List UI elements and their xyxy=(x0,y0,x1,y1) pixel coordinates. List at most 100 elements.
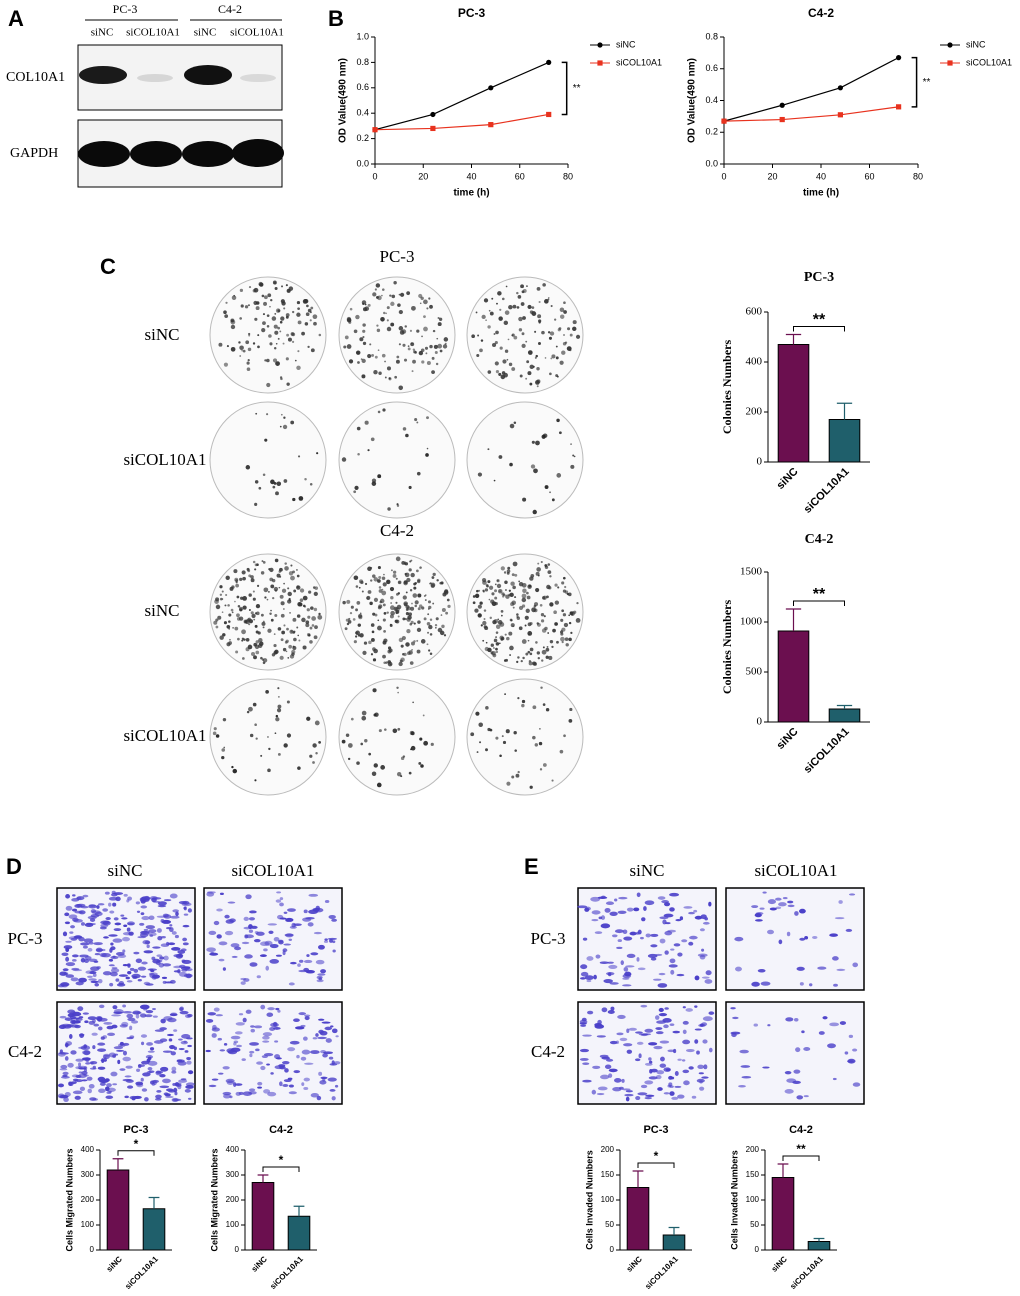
colony-dot xyxy=(377,619,380,622)
colony-dot xyxy=(254,723,257,727)
colony-dot xyxy=(280,316,285,321)
data-point xyxy=(546,111,552,118)
colony-dot xyxy=(345,733,350,738)
stained-cell xyxy=(155,1070,163,1074)
stained-cell xyxy=(64,912,70,917)
colony-dot xyxy=(246,710,250,714)
stained-cell xyxy=(184,1050,189,1053)
culture-dish xyxy=(209,401,327,519)
colony-dot xyxy=(372,658,377,662)
colony-dot xyxy=(477,604,482,609)
colony-dot xyxy=(219,593,223,596)
colony-dot xyxy=(234,626,239,631)
x-tick-label: 0 xyxy=(721,171,726,181)
colony-dot xyxy=(254,317,258,321)
data-point xyxy=(779,102,785,108)
stained-cell xyxy=(224,914,230,919)
stained-cell xyxy=(734,936,744,942)
stained-cell xyxy=(290,961,297,965)
stained-cell xyxy=(149,968,154,971)
colony-dot xyxy=(435,362,439,366)
colony-dot xyxy=(271,316,277,321)
colony-dot xyxy=(258,637,263,643)
culture-dish xyxy=(466,553,584,671)
colony-dot xyxy=(296,312,301,317)
colony-dot xyxy=(488,585,494,590)
stained-cell xyxy=(817,966,827,970)
colony-dot xyxy=(357,623,361,627)
colony-dot xyxy=(394,375,398,379)
stained-cell xyxy=(119,1068,126,1071)
colony-dot xyxy=(295,568,298,571)
stained-cell xyxy=(256,1061,263,1065)
colony-dot xyxy=(280,613,285,618)
colony-dot xyxy=(222,633,226,637)
colony-dot xyxy=(477,334,480,337)
stained-cell xyxy=(242,1017,247,1023)
stained-cell xyxy=(97,1048,107,1052)
stained-cell xyxy=(607,972,612,977)
colony-dot xyxy=(503,571,507,574)
stained-cell xyxy=(663,913,674,918)
colony-dot xyxy=(230,324,236,330)
colony-dot xyxy=(541,434,546,439)
stained-cell xyxy=(663,1067,671,1072)
colony-dot xyxy=(496,579,500,583)
colony-dot xyxy=(527,639,530,642)
colony-dot xyxy=(480,624,483,627)
legend-label: siCOL10A1 xyxy=(966,57,1012,67)
blot-group: C4-2 xyxy=(218,2,242,16)
stained-cell xyxy=(688,911,695,915)
colony-dot xyxy=(521,593,527,599)
colony-dot xyxy=(274,589,278,592)
colony-dot xyxy=(499,590,501,593)
colony-dot xyxy=(403,652,407,657)
stained-cell xyxy=(88,978,97,981)
stained-cell xyxy=(671,1096,679,1100)
stained-cell xyxy=(304,1016,310,1021)
stained-cell xyxy=(65,956,70,962)
colony-dot xyxy=(561,641,564,644)
stained-cell xyxy=(90,980,99,984)
stained-cell xyxy=(822,1016,828,1020)
colony-dot xyxy=(551,645,554,649)
stained-cell xyxy=(304,1062,314,1065)
stained-cell xyxy=(147,1060,158,1066)
stained-cell xyxy=(332,940,336,944)
colony-dot xyxy=(262,313,265,316)
colony-dot xyxy=(575,334,581,339)
colony-dot xyxy=(235,583,240,588)
colony-dot xyxy=(224,604,227,607)
colony-dot xyxy=(500,638,504,641)
stained-cell xyxy=(86,922,97,926)
colony-dot xyxy=(370,579,373,582)
stained-cell xyxy=(848,1034,854,1038)
stained-cell xyxy=(253,1025,263,1029)
colony-dot xyxy=(516,616,521,620)
colony-dot xyxy=(296,300,301,305)
colony-dot xyxy=(283,582,285,585)
stained-cell xyxy=(645,933,651,938)
colony-dot xyxy=(413,582,417,586)
colony-dot xyxy=(531,607,537,613)
colony-dot xyxy=(537,314,542,319)
colony-dot xyxy=(511,334,514,337)
stained-cell xyxy=(662,919,667,925)
stained-cell xyxy=(278,940,284,945)
y-tick-label: 300 xyxy=(81,1170,95,1179)
stained-cell xyxy=(63,1097,69,1103)
stained-cell xyxy=(673,943,681,947)
colony-dot xyxy=(501,614,503,617)
stained-cell xyxy=(225,1078,235,1084)
colony-dot xyxy=(426,307,429,310)
colony-dot xyxy=(286,627,289,631)
y-tick-label: 400 xyxy=(81,1145,95,1154)
stained-cell xyxy=(131,1020,139,1024)
colony-dot xyxy=(563,334,565,336)
stained-cell xyxy=(187,908,192,913)
stained-cell xyxy=(179,1010,189,1015)
colony-dot xyxy=(430,742,434,746)
colony-dot xyxy=(383,661,386,665)
stained-cell xyxy=(793,1069,801,1074)
stained-cell xyxy=(316,975,323,980)
